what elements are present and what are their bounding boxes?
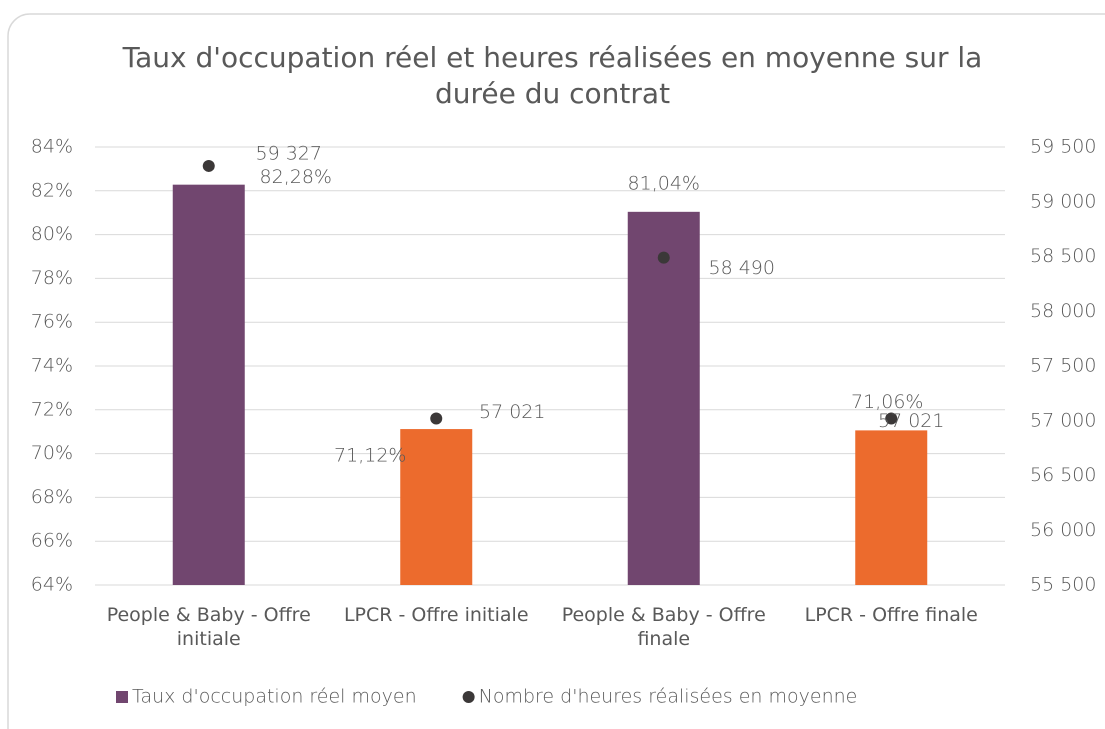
y-tick-label: 74% xyxy=(31,355,73,377)
bar-value-label: 81,04% xyxy=(628,172,700,194)
dot xyxy=(430,412,443,425)
dot-value-label: 58 490 xyxy=(709,257,775,279)
y2-tick-label: 58 000 xyxy=(1030,300,1096,322)
x-tick-label: People & Baby - Offre finale xyxy=(561,604,766,650)
y2-tick-label: 55 500 xyxy=(1030,574,1096,596)
y2-tick-label: 59 000 xyxy=(1030,190,1096,212)
y-tick-label: 76% xyxy=(31,311,73,333)
bar-value-label: 71,12% xyxy=(334,445,406,467)
dot xyxy=(885,412,898,425)
y2-tick-label: 59 500 xyxy=(1030,136,1096,158)
legend-label: Taux d'occupation réel moyen xyxy=(132,686,417,708)
bar xyxy=(627,211,700,585)
dot-value-label: 57 021 xyxy=(878,410,944,432)
x-tick-label: LPCR - Offre finale xyxy=(804,604,978,626)
y2-tick-label: 56 500 xyxy=(1030,464,1096,486)
y-tick-label: 66% xyxy=(31,530,73,552)
y-tick-label: 70% xyxy=(31,442,73,464)
y-tick-label: 68% xyxy=(31,486,73,508)
bar xyxy=(172,184,245,585)
bar xyxy=(855,430,928,585)
legend-label: Nombre d'heures réalisées en moyenne xyxy=(479,686,858,708)
dot xyxy=(202,159,215,172)
dot-value-label: 59 327 xyxy=(256,142,322,164)
y-tick-label: 84% xyxy=(31,136,73,158)
dot-value-label: 57 021 xyxy=(479,401,545,423)
y2-tick-label: 58 500 xyxy=(1030,245,1096,267)
legend-swatch xyxy=(116,691,128,703)
y-tick-label: 78% xyxy=(31,267,73,289)
y-tick-label: 72% xyxy=(31,398,73,420)
y-tick-label: 82% xyxy=(31,179,73,201)
y2-tick-label: 57 000 xyxy=(1030,409,1096,431)
bar-value-label: 82,28% xyxy=(260,166,332,188)
bar-value-label: 71,06% xyxy=(851,391,923,413)
dot xyxy=(657,251,670,264)
chart-title: Taux d'occupation réel et heures réalisé… xyxy=(122,41,983,110)
y-tick-label: 80% xyxy=(31,223,73,245)
y2-tick-label: 57 500 xyxy=(1030,355,1096,377)
bar xyxy=(400,429,473,585)
legend-swatch xyxy=(462,691,475,703)
y2-tick-label: 56 000 xyxy=(1030,519,1096,541)
x-tick-label: LPCR - Offre initiale xyxy=(343,604,529,626)
y-tick-label: 64% xyxy=(31,574,73,596)
chart-border xyxy=(7,13,1105,729)
x-tick-label: People & Baby - Offre initiale xyxy=(106,604,311,650)
